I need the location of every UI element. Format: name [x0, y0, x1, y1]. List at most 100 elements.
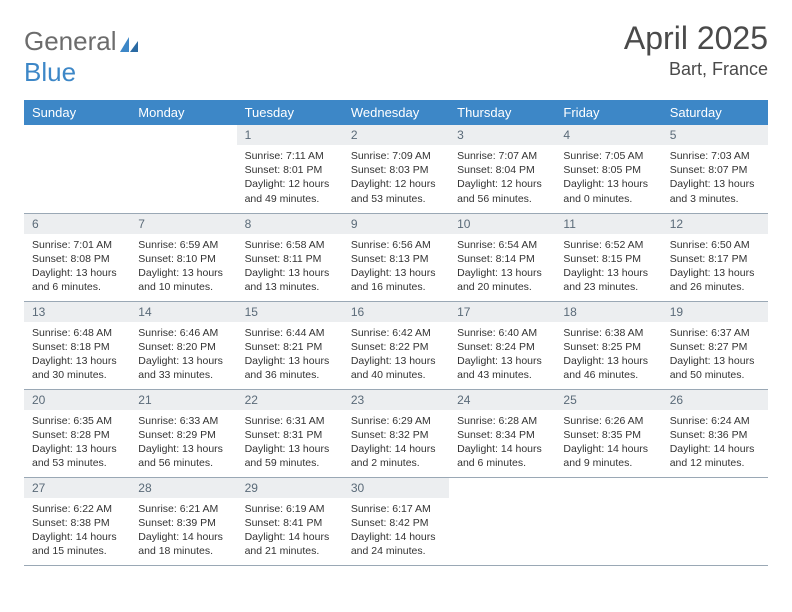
calendar-table: SundayMondayTuesdayWednesdayThursdayFrid… — [24, 100, 768, 566]
calendar-row: 20Sunrise: 6:35 AMSunset: 8:28 PMDayligh… — [24, 389, 768, 477]
calendar-cell: 9Sunrise: 6:56 AMSunset: 8:13 PMDaylight… — [343, 213, 449, 301]
day-detail: Sunrise: 6:48 AMSunset: 8:18 PMDaylight:… — [24, 322, 130, 389]
day-number: 24 — [449, 390, 555, 410]
day-number: 12 — [662, 214, 768, 234]
calendar-cell: 18Sunrise: 6:38 AMSunset: 8:25 PMDayligh… — [555, 301, 661, 389]
day-number: 14 — [130, 302, 236, 322]
day-number: 5 — [662, 125, 768, 145]
day-detail: Sunrise: 6:31 AMSunset: 8:31 PMDaylight:… — [237, 410, 343, 477]
calendar-cell: 1Sunrise: 7:11 AMSunset: 8:01 PMDaylight… — [237, 125, 343, 213]
day-number: 13 — [24, 302, 130, 322]
day-number: 23 — [343, 390, 449, 410]
day-detail: Sunrise: 6:21 AMSunset: 8:39 PMDaylight:… — [130, 498, 236, 565]
day-detail: Sunrise: 6:33 AMSunset: 8:29 PMDaylight:… — [130, 410, 236, 477]
day-detail: Sunrise: 6:56 AMSunset: 8:13 PMDaylight:… — [343, 234, 449, 301]
calendar-cell: 27Sunrise: 6:22 AMSunset: 8:38 PMDayligh… — [24, 477, 130, 565]
day-number: 4 — [555, 125, 661, 145]
logo-text-general: General — [24, 26, 117, 56]
day-detail: Sunrise: 6:46 AMSunset: 8:20 PMDaylight:… — [130, 322, 236, 389]
calendar-cell: 24Sunrise: 6:28 AMSunset: 8:34 PMDayligh… — [449, 389, 555, 477]
day-number: 27 — [24, 478, 130, 498]
day-number: 9 — [343, 214, 449, 234]
calendar-cell: 30Sunrise: 6:17 AMSunset: 8:42 PMDayligh… — [343, 477, 449, 565]
calendar-cell: 14Sunrise: 6:46 AMSunset: 8:20 PMDayligh… — [130, 301, 236, 389]
calendar-cell: 6Sunrise: 7:01 AMSunset: 8:08 PMDaylight… — [24, 213, 130, 301]
day-number: 25 — [555, 390, 661, 410]
day-number: 1 — [237, 125, 343, 145]
day-number: 7 — [130, 214, 236, 234]
day-number: 22 — [237, 390, 343, 410]
calendar-cell: 20Sunrise: 6:35 AMSunset: 8:28 PMDayligh… — [24, 389, 130, 477]
day-detail: Sunrise: 6:44 AMSunset: 8:21 PMDaylight:… — [237, 322, 343, 389]
day-detail: Sunrise: 7:05 AMSunset: 8:05 PMDaylight:… — [555, 145, 661, 212]
day-number: 21 — [130, 390, 236, 410]
location-label: Bart, France — [624, 59, 768, 80]
calendar-cell: 13Sunrise: 6:48 AMSunset: 8:18 PMDayligh… — [24, 301, 130, 389]
calendar-row: 13Sunrise: 6:48 AMSunset: 8:18 PMDayligh… — [24, 301, 768, 389]
day-detail: Sunrise: 7:11 AMSunset: 8:01 PMDaylight:… — [237, 145, 343, 212]
calendar-row: 27Sunrise: 6:22 AMSunset: 8:38 PMDayligh… — [24, 477, 768, 565]
day-detail: Sunrise: 6:42 AMSunset: 8:22 PMDaylight:… — [343, 322, 449, 389]
day-number: 29 — [237, 478, 343, 498]
calendar-cell: .. — [555, 477, 661, 565]
day-number: 18 — [555, 302, 661, 322]
day-detail: Sunrise: 6:19 AMSunset: 8:41 PMDaylight:… — [237, 498, 343, 565]
weekday-header: Saturday — [662, 100, 768, 125]
calendar-cell: 23Sunrise: 6:29 AMSunset: 8:32 PMDayligh… — [343, 389, 449, 477]
day-detail: Sunrise: 7:07 AMSunset: 8:04 PMDaylight:… — [449, 145, 555, 212]
calendar-row: 6Sunrise: 7:01 AMSunset: 8:08 PMDaylight… — [24, 213, 768, 301]
day-number: 26 — [662, 390, 768, 410]
day-number: 8 — [237, 214, 343, 234]
day-detail: Sunrise: 6:29 AMSunset: 8:32 PMDaylight:… — [343, 410, 449, 477]
header: GeneralBlue April 2025 Bart, France — [24, 20, 768, 88]
logo-sail-icon — [119, 30, 141, 61]
day-detail: Sunrise: 6:37 AMSunset: 8:27 PMDaylight:… — [662, 322, 768, 389]
calendar-cell: .. — [130, 125, 236, 213]
day-detail: Sunrise: 6:40 AMSunset: 8:24 PMDaylight:… — [449, 322, 555, 389]
calendar-cell: 4Sunrise: 7:05 AMSunset: 8:05 PMDaylight… — [555, 125, 661, 213]
title-block: April 2025 Bart, France — [624, 20, 768, 80]
weekday-header: Thursday — [449, 100, 555, 125]
calendar-cell: 8Sunrise: 6:58 AMSunset: 8:11 PMDaylight… — [237, 213, 343, 301]
calendar-cell: 25Sunrise: 6:26 AMSunset: 8:35 PMDayligh… — [555, 389, 661, 477]
day-detail: Sunrise: 7:01 AMSunset: 8:08 PMDaylight:… — [24, 234, 130, 301]
day-number: 20 — [24, 390, 130, 410]
calendar-cell: 29Sunrise: 6:19 AMSunset: 8:41 PMDayligh… — [237, 477, 343, 565]
calendar-cell: 15Sunrise: 6:44 AMSunset: 8:21 PMDayligh… — [237, 301, 343, 389]
day-number: 16 — [343, 302, 449, 322]
day-number: 30 — [343, 478, 449, 498]
logo-text-blue: Blue — [24, 57, 76, 87]
day-detail: Sunrise: 6:28 AMSunset: 8:34 PMDaylight:… — [449, 410, 555, 477]
day-number: 10 — [449, 214, 555, 234]
day-detail: Sunrise: 6:26 AMSunset: 8:35 PMDaylight:… — [555, 410, 661, 477]
calendar-cell: 17Sunrise: 6:40 AMSunset: 8:24 PMDayligh… — [449, 301, 555, 389]
calendar-body: ....1Sunrise: 7:11 AMSunset: 8:01 PMDayl… — [24, 125, 768, 565]
weekday-header: Sunday — [24, 100, 130, 125]
calendar-cell: 7Sunrise: 6:59 AMSunset: 8:10 PMDaylight… — [130, 213, 236, 301]
day-number: 17 — [449, 302, 555, 322]
weekday-header: Tuesday — [237, 100, 343, 125]
day-detail: Sunrise: 6:22 AMSunset: 8:38 PMDaylight:… — [24, 498, 130, 565]
calendar-cell: 2Sunrise: 7:09 AMSunset: 8:03 PMDaylight… — [343, 125, 449, 213]
day-detail: Sunrise: 7:09 AMSunset: 8:03 PMDaylight:… — [343, 145, 449, 212]
day-number: 19 — [662, 302, 768, 322]
day-number: 28 — [130, 478, 236, 498]
day-number: 15 — [237, 302, 343, 322]
calendar-cell: 26Sunrise: 6:24 AMSunset: 8:36 PMDayligh… — [662, 389, 768, 477]
calendar-cell: 3Sunrise: 7:07 AMSunset: 8:04 PMDaylight… — [449, 125, 555, 213]
calendar-cell: 11Sunrise: 6:52 AMSunset: 8:15 PMDayligh… — [555, 213, 661, 301]
day-detail: Sunrise: 6:17 AMSunset: 8:42 PMDaylight:… — [343, 498, 449, 565]
day-detail: Sunrise: 6:50 AMSunset: 8:17 PMDaylight:… — [662, 234, 768, 301]
day-detail: Sunrise: 6:59 AMSunset: 8:10 PMDaylight:… — [130, 234, 236, 301]
calendar-cell: .. — [449, 477, 555, 565]
calendar-cell: 5Sunrise: 7:03 AMSunset: 8:07 PMDaylight… — [662, 125, 768, 213]
calendar-cell: 28Sunrise: 6:21 AMSunset: 8:39 PMDayligh… — [130, 477, 236, 565]
calendar-cell: .. — [662, 477, 768, 565]
weekday-header: Wednesday — [343, 100, 449, 125]
day-number: 3 — [449, 125, 555, 145]
month-title: April 2025 — [624, 20, 768, 57]
day-detail: Sunrise: 6:52 AMSunset: 8:15 PMDaylight:… — [555, 234, 661, 301]
calendar-cell: 21Sunrise: 6:33 AMSunset: 8:29 PMDayligh… — [130, 389, 236, 477]
calendar-cell: .. — [24, 125, 130, 213]
day-detail: Sunrise: 6:38 AMSunset: 8:25 PMDaylight:… — [555, 322, 661, 389]
